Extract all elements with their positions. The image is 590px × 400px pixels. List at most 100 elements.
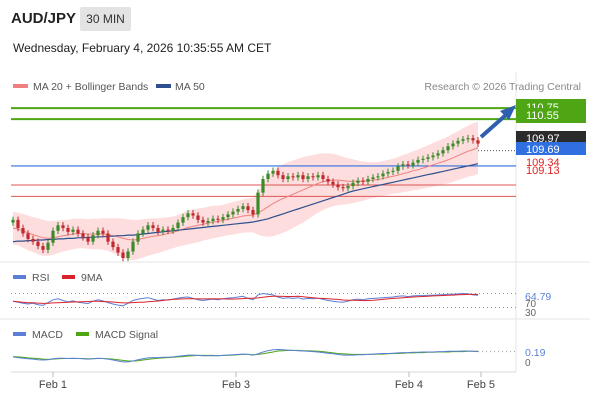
- candle-body: [176, 222, 180, 229]
- candle-body: [351, 182, 355, 187]
- candle-body: [201, 219, 205, 223]
- candle-body: [171, 228, 175, 231]
- candle-body: [396, 166, 400, 171]
- price-label: 110.55: [526, 110, 559, 122]
- candle-body: [16, 219, 20, 229]
- macd-signal-line: [12, 349, 478, 362]
- candle-body: [321, 175, 325, 179]
- candle-body: [146, 225, 150, 230]
- candle-body: [106, 233, 110, 242]
- candle-body: [301, 175, 305, 179]
- candle-body: [406, 164, 410, 166]
- candle-body: [366, 179, 370, 182]
- candle-body: [281, 175, 285, 179]
- candle-body: [86, 237, 90, 242]
- candle-body: [411, 162, 415, 166]
- candle-body: [346, 186, 350, 189]
- candlesticks: [11, 134, 480, 262]
- rsi-line: [12, 292, 479, 307]
- candle-body: [231, 211, 235, 215]
- rsi-panel: [11, 292, 516, 308]
- candle-body: [391, 170, 395, 172]
- candle-body: [261, 179, 265, 193]
- candle-body: [441, 150, 445, 154]
- bollinger-bands: [13, 121, 478, 261]
- candle-body: [161, 229, 165, 232]
- candle-body: [71, 229, 75, 232]
- candle-body: [81, 233, 85, 238]
- candle-body: [151, 225, 155, 229]
- candle-body: [156, 228, 160, 232]
- research-credit: Research © 2026 Trading Central: [424, 81, 581, 93]
- bollinger-band-area: [13, 121, 478, 261]
- candle-body: [266, 173, 270, 179]
- candle-body: [286, 176, 290, 179]
- candle-body: [91, 235, 95, 242]
- candle-body: [331, 181, 335, 185]
- candle-body: [206, 220, 210, 223]
- candle-body: [46, 242, 50, 250]
- candle-body: [246, 206, 250, 211]
- timestamp: Wednesday, February 4, 2026 10:35:55 AM …: [13, 41, 272, 55]
- candle-body: [306, 176, 310, 179]
- candle-body: [416, 159, 420, 163]
- x-tick-label: Feb 1: [39, 379, 67, 391]
- x-tick-label: Feb 3: [222, 379, 250, 391]
- macd-line: [12, 348, 479, 363]
- candle-body: [126, 251, 130, 258]
- ma50-line: [12, 163, 479, 243]
- timeframe-badge[interactable]: 30 MIN: [80, 7, 131, 31]
- rsi-level-low: 30: [525, 308, 537, 319]
- candle-body: [386, 171, 390, 174]
- candle-body: [376, 176, 380, 178]
- candle-body: [166, 229, 170, 231]
- macd-legend-label: MACD: [32, 329, 63, 341]
- candle-body: [51, 230, 55, 243]
- rsi-level-high: 70: [525, 299, 537, 310]
- candle-body: [191, 213, 195, 216]
- candle-body: [296, 175, 300, 178]
- candle-body: [461, 139, 465, 141]
- candle-body: [61, 225, 65, 229]
- macd-panel: [12, 348, 516, 363]
- x-tick-label: Feb 4: [395, 379, 423, 391]
- price-label-bg: [516, 131, 586, 144]
- price-label: 109.34: [526, 157, 560, 169]
- ma20-legend-swatch: [13, 84, 28, 88]
- candle-body: [316, 175, 320, 178]
- price-label-bg: [516, 108, 586, 119]
- candle-body: [21, 228, 25, 234]
- candle-body: [256, 192, 260, 215]
- symbol-title: AUD/JPY: [11, 10, 77, 27]
- candle-body: [341, 187, 345, 189]
- price-label-bg: [516, 100, 586, 111]
- candle-body: [111, 241, 115, 248]
- macd-zero-label: 0: [525, 358, 531, 369]
- candle-body: [476, 140, 480, 144]
- candle-body: [356, 180, 360, 183]
- ma20-line: [12, 147, 479, 241]
- candle-body: [11, 219, 15, 223]
- candle-body: [311, 176, 315, 178]
- candle-body: [131, 241, 135, 252]
- candle-body: [36, 241, 40, 247]
- forecast-arrow-head: [500, 105, 516, 120]
- price-label: 109.13: [526, 165, 560, 177]
- rsi-value: 64.79: [525, 291, 551, 303]
- ma20-legend-label: MA 20 + Bollinger Bands: [33, 81, 148, 93]
- candle-body: [271, 170, 275, 174]
- candle-body: [181, 217, 185, 223]
- rsi-ma-legend-label: 9MA: [81, 272, 103, 284]
- candle-body: [101, 230, 105, 234]
- candle-body: [211, 218, 215, 221]
- macd-signal-legend-swatch: [76, 332, 89, 336]
- candle-body: [371, 177, 375, 179]
- candle-body: [326, 179, 330, 182]
- candle-body: [141, 229, 145, 234]
- candle-body: [436, 153, 440, 156]
- candle-body: [276, 170, 280, 176]
- x-tick-label: Feb 5: [467, 379, 495, 391]
- candle-body: [216, 218, 220, 220]
